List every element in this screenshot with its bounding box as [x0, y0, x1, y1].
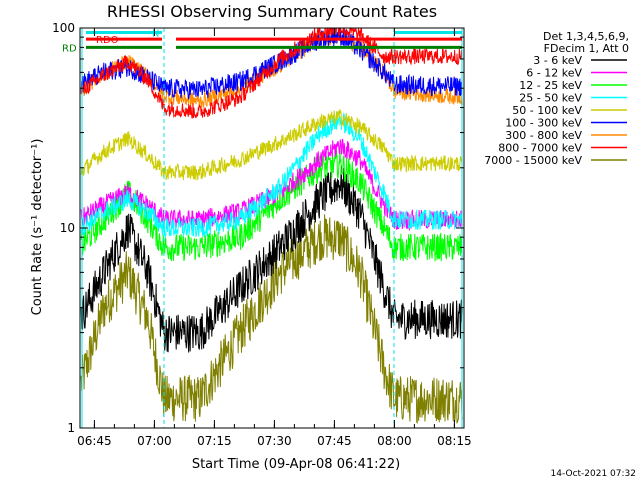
legend-label-3: 12 - 25 keV [519, 79, 582, 92]
chart-title: RHESSI Observing Summary Count Rates [107, 2, 437, 21]
flag-label-rd: RD [62, 43, 77, 54]
legend-header-line-2: FDecim 1, Att 0 [544, 42, 629, 55]
legend: Det 1,3,4,5,6,9, FDecim 1, Att 0 3 - 6 k… [484, 30, 629, 167]
legend-label-5: 50 - 100 keV [512, 104, 582, 117]
x-tick-label-5: 08:00 [377, 434, 412, 448]
flag-label-n: N [152, 28, 159, 39]
legend-label-1: 3 - 6 keV [533, 54, 582, 67]
series-group [80, 28, 463, 424]
legend-label-4: 25 - 50 keV [519, 92, 582, 105]
x-tick-label-0: 06:45 [77, 434, 112, 448]
x-tick-label-1: 07:00 [137, 434, 172, 448]
legend-label-2: 6 - 12 keV [526, 67, 582, 80]
series-line-5 [80, 109, 463, 181]
y-tick-label-100: 100 [52, 21, 75, 35]
legend-label-7: 300 - 800 keV [505, 129, 582, 142]
x-axis-label: Start Time (09-Apr-08 06:41:22) [192, 457, 400, 472]
legend-label-6: 100 - 300 keV [505, 117, 582, 130]
x-tick-label-3: 07:30 [257, 434, 292, 448]
generation-timestamp: 14-Oct-2021 07:32 [551, 469, 636, 479]
legend-header-line-1: Det 1,3,4,5,6,9, [543, 30, 629, 43]
axes: 1 10 100 06:45 07:00 07:15 07:30 07:45 08:00 08:1… [52, 21, 472, 448]
x-tick-label-2: 07:15 [197, 434, 232, 448]
legend-label-8: 800 - 7000 keV [498, 142, 582, 155]
x-tick-label-4: 07:45 [317, 434, 352, 448]
series-line-4 [80, 111, 463, 239]
legend-label-9: 7000 - 15000 keV [484, 154, 582, 167]
series-line-8 [80, 28, 463, 119]
flag-label-rdo: RDO [96, 35, 119, 46]
y-tick-label-1: 1 [67, 421, 75, 435]
x-tick-label-6: 08:15 [437, 434, 472, 448]
y-tick-label-10: 10 [60, 221, 75, 235]
series-line-1 [80, 165, 463, 353]
series-line-9 [80, 214, 463, 424]
y-axis-label: Count Rate (s⁻¹ detector⁻¹) [30, 139, 45, 316]
